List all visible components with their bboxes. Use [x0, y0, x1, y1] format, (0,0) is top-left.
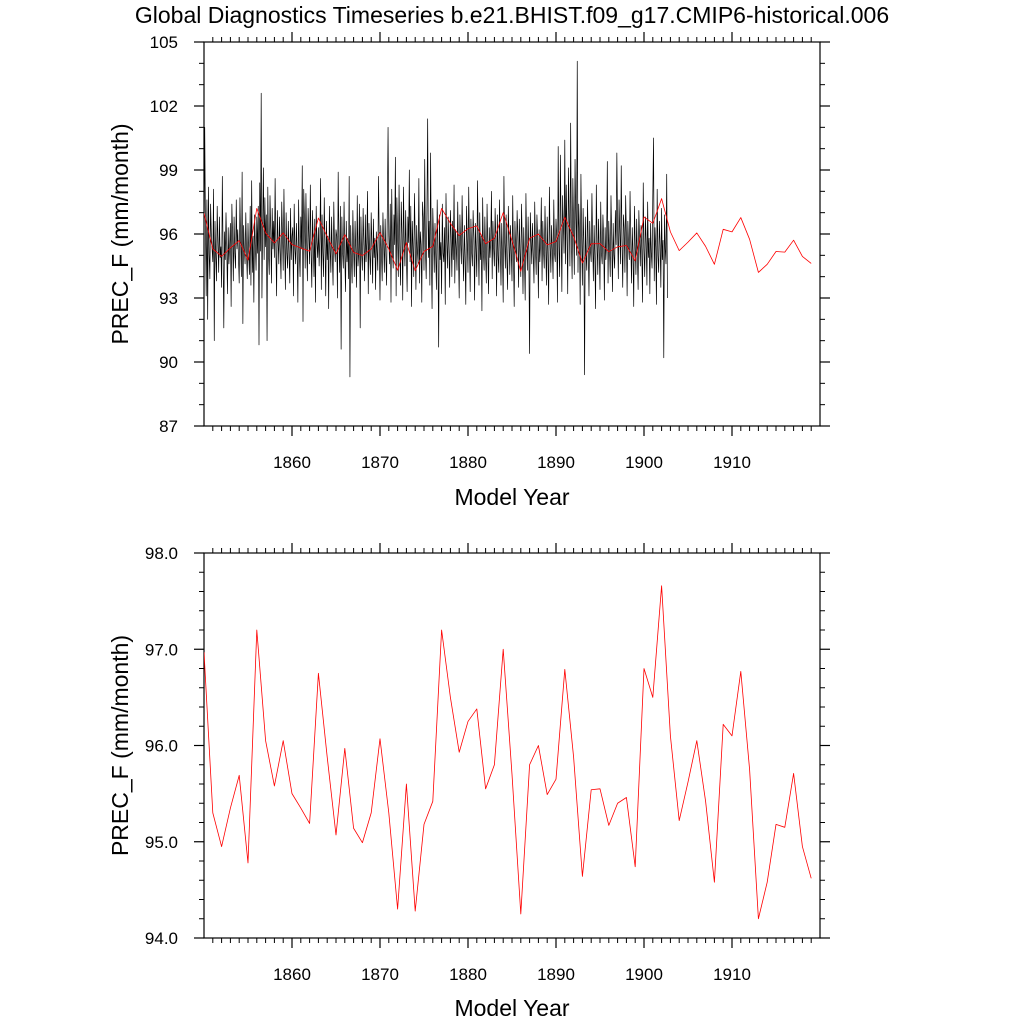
y-tick-label: 90	[159, 353, 178, 372]
y-axis-title: PREC_F (mm/month)	[107, 635, 133, 856]
y-tick-label: 97.0	[145, 640, 178, 659]
top-panel-monthly-and-annual: 1860 1870 1880 1890 1900 1910 87 90 93 96 99 102 105…	[107, 32, 830, 510]
x-tick-label: 1900	[625, 965, 663, 984]
bottom-panel-annual-mean: 1860 1870 1880 1890 1900 1910 94.0 95.0 96.0 97.0…	[107, 543, 830, 1021]
x-axis-title: Model Year	[454, 995, 569, 1021]
plot-frame	[203, 552, 821, 939]
y-tick-label: 87	[159, 417, 178, 436]
x-tick-label: 1890	[537, 965, 575, 984]
y-axis-title: PREC_F (mm/month)	[107, 123, 133, 344]
y-tick-label: 99	[159, 161, 178, 180]
x-tick-label: 1880	[449, 965, 487, 984]
x-tick-label: 1860	[273, 453, 311, 472]
figure-title: Global Diagnostics Timeseries b.e21.BHIS…	[134, 2, 890, 28]
x-tick-label: 1870	[361, 453, 399, 472]
x-tick-label: 1880	[449, 453, 487, 472]
x-tick-label: 1890	[537, 453, 575, 472]
x-tick-label: 1860	[273, 965, 311, 984]
annual-series-line	[204, 585, 812, 920]
y-tick-label: 95.0	[145, 833, 178, 852]
annual-series-line	[204, 198, 812, 273]
y-tick-label: 94.0	[145, 929, 178, 948]
x-axis-title: Model Year	[454, 484, 569, 510]
x-tick-label: 1910	[713, 965, 751, 984]
x-tick-label: 1870	[361, 965, 399, 984]
y-tick-label: 96	[159, 225, 178, 244]
x-tick-label: 1910	[713, 453, 751, 472]
y-tick-label: 98.0	[145, 544, 178, 563]
y-tick-label: 93	[159, 289, 178, 308]
y-tick-label: 96.0	[145, 737, 178, 756]
x-tick-label: 1900	[625, 453, 663, 472]
y-tick-label: 105	[150, 33, 178, 52]
monthly-series-line	[204, 60, 668, 378]
y-tick-label: 102	[150, 97, 178, 116]
